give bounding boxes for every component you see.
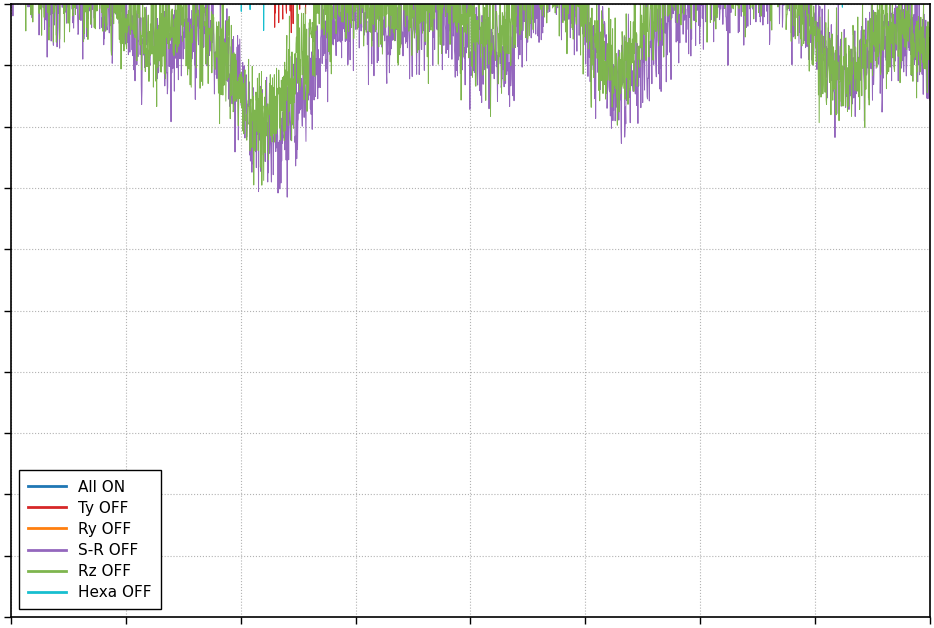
Rz OFF — [362, 0, 374, 3]
Rz OFF — [792, 6, 803, 13]
S-R OFF — [827, 38, 838, 46]
Ty OFF — [286, 29, 297, 36]
Ry OFF — [274, 0, 285, 6]
Rz OFF — [827, 30, 838, 38]
Line: Ry OFF: Ry OFF — [11, 0, 930, 2]
Rz OFF — [24, 1, 35, 9]
S-R OFF — [518, 18, 530, 25]
S-R OFF — [925, 97, 934, 104]
Rz OFF — [925, 34, 934, 41]
Line: Ty OFF: Ty OFF — [11, 0, 930, 33]
S-R OFF — [362, 28, 374, 35]
Line: Rz OFF: Rz OFF — [11, 0, 930, 185]
Hexa OFF — [258, 27, 269, 35]
S-R OFF — [282, 193, 293, 201]
Line: Hexa OFF: Hexa OFF — [11, 0, 930, 31]
Line: S-R OFF: S-R OFF — [11, 0, 930, 197]
Legend: All ON, Ty OFF, Ry OFF, S-R OFF, Rz OFF, Hexa OFF: All ON, Ty OFF, Ry OFF, S-R OFF, Rz OFF,… — [19, 470, 161, 609]
S-R OFF — [755, 0, 766, 3]
Rz OFF — [256, 181, 267, 189]
